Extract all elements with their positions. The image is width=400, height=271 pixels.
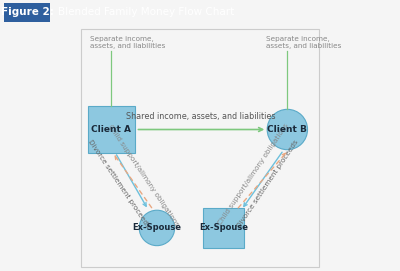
Text: Shared income, assets, and liabilities: Shared income, assets, and liabilities xyxy=(126,112,276,121)
Text: Divorce settlement proceeds: Divorce settlement proceeds xyxy=(236,138,300,229)
Text: Divorce settlement proceeds: Divorce settlement proceeds xyxy=(86,138,150,229)
Text: Client A: Client A xyxy=(92,125,132,134)
Text: Separate income,
assets, and liabilities: Separate income, assets, and liabilities xyxy=(266,36,342,49)
Text: Figure 2:: Figure 2: xyxy=(1,7,54,17)
FancyBboxPatch shape xyxy=(4,3,50,22)
Text: Child support/alimony obligations: Child support/alimony obligations xyxy=(217,122,290,226)
FancyBboxPatch shape xyxy=(88,106,135,153)
Text: Ex-Spouse: Ex-Spouse xyxy=(199,223,248,233)
Text: Blended Family Money Flow Chart: Blended Family Money Flow Chart xyxy=(58,7,234,17)
Text: Ex-Spouse: Ex-Spouse xyxy=(132,223,182,233)
Text: Separate income,
assets, and liabilities: Separate income, assets, and liabilities xyxy=(90,36,166,49)
Text: Client B: Client B xyxy=(268,125,307,134)
FancyBboxPatch shape xyxy=(203,208,244,248)
Text: Child support/alimony obligations: Child support/alimony obligations xyxy=(106,123,179,227)
Circle shape xyxy=(139,210,175,246)
Circle shape xyxy=(267,109,308,150)
